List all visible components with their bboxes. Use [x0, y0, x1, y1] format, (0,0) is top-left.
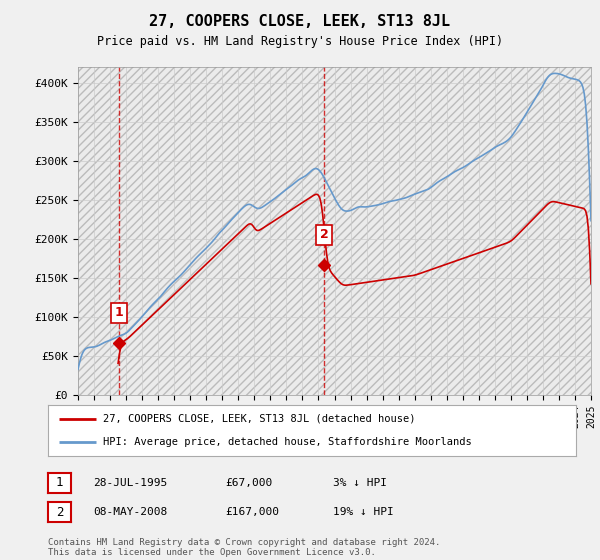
- Text: 1: 1: [56, 476, 63, 489]
- Text: 28-JUL-1995: 28-JUL-1995: [93, 478, 167, 488]
- Text: 27, COOPERS CLOSE, LEEK, ST13 8JL: 27, COOPERS CLOSE, LEEK, ST13 8JL: [149, 14, 451, 29]
- Text: 27, COOPERS CLOSE, LEEK, ST13 8JL (detached house): 27, COOPERS CLOSE, LEEK, ST13 8JL (detac…: [103, 414, 416, 424]
- Text: 3% ↓ HPI: 3% ↓ HPI: [333, 478, 387, 488]
- Text: 2: 2: [56, 506, 63, 519]
- Text: Price paid vs. HM Land Registry's House Price Index (HPI): Price paid vs. HM Land Registry's House …: [97, 35, 503, 48]
- Text: HPI: Average price, detached house, Staffordshire Moorlands: HPI: Average price, detached house, Staf…: [103, 437, 472, 447]
- Text: 08-MAY-2008: 08-MAY-2008: [93, 507, 167, 517]
- Text: £67,000: £67,000: [225, 478, 272, 488]
- Text: 19% ↓ HPI: 19% ↓ HPI: [333, 507, 394, 517]
- Text: 2: 2: [320, 228, 329, 241]
- Text: 1: 1: [115, 306, 124, 319]
- Text: £167,000: £167,000: [225, 507, 279, 517]
- Text: Contains HM Land Registry data © Crown copyright and database right 2024.
This d: Contains HM Land Registry data © Crown c…: [48, 538, 440, 557]
